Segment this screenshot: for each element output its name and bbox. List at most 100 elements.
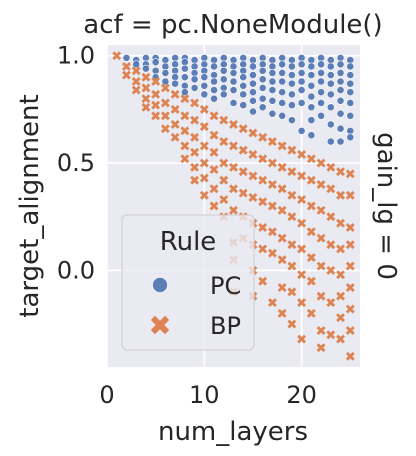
point-bp (345, 326, 355, 335)
point-bp (336, 190, 345, 200)
facet-row-label: gain_lg = 0 (371, 132, 401, 280)
point-bp (287, 190, 297, 200)
point-bp (199, 158, 209, 168)
point-bp (258, 276, 268, 286)
point-pc (171, 53, 180, 62)
point-bp (209, 184, 219, 194)
point-bp (277, 283, 287, 293)
series-pc-points (122, 53, 355, 146)
point-bp (248, 192, 258, 202)
point-bp (297, 171, 307, 181)
series-bp-points (112, 51, 355, 361)
point-bp (199, 104, 209, 114)
point-pc (307, 103, 316, 112)
point-pc (278, 69, 287, 77)
x-tick-label: 0 (99, 381, 114, 409)
point-pc (229, 99, 238, 107)
point-pc (278, 77, 287, 86)
point-bp (209, 147, 219, 157)
point-pc (336, 124, 345, 133)
point-bp (229, 162, 238, 172)
point-bp (306, 253, 316, 262)
point-bp (219, 115, 229, 125)
point-pc (346, 99, 355, 107)
point-bp (326, 162, 336, 172)
point-pc (219, 90, 228, 99)
point-bp (229, 205, 238, 215)
point-pc (278, 111, 287, 120)
point-pc (239, 53, 248, 62)
point-pc (258, 94, 267, 103)
point-bp (345, 223, 355, 232)
y-tick-label: 0.5 (57, 149, 95, 177)
point-pc (346, 62, 355, 71)
point-pc (219, 84, 228, 92)
point-pc (239, 73, 248, 82)
point-bp (277, 184, 287, 194)
point-bp (190, 132, 200, 142)
point-bp (199, 190, 209, 200)
point-pc (219, 75, 228, 84)
point-bp (306, 227, 316, 237)
point-pc (336, 109, 345, 118)
point-pc (287, 56, 296, 64)
point-bp (336, 334, 345, 344)
point-pc (326, 103, 335, 112)
point-pc (161, 77, 170, 86)
point-pc (229, 69, 238, 77)
point-pc (268, 56, 277, 64)
point-pc (258, 53, 267, 62)
point-bp (151, 111, 161, 121)
point-bp (131, 77, 141, 86)
point-pc (229, 62, 238, 71)
point-bp (345, 351, 355, 361)
point-bp (219, 137, 229, 147)
point-bp (336, 167, 345, 177)
point-bp (248, 171, 258, 181)
point-bp (160, 98, 170, 108)
point-pc (249, 96, 257, 105)
point-pc (210, 77, 218, 86)
point-bp (160, 111, 170, 121)
point-bp (151, 100, 161, 110)
point-bp (170, 89, 180, 99)
point-bp (209, 165, 219, 174)
point-pc (268, 96, 277, 105)
point-pc (297, 99, 306, 107)
point-bp (297, 218, 307, 228)
point-bp (336, 291, 345, 301)
point-pc (287, 71, 296, 79)
point-bp (258, 197, 268, 207)
point-bp (306, 154, 316, 164)
point-bp (258, 154, 268, 164)
point-pc (317, 77, 325, 86)
point-pc (210, 71, 218, 79)
point-pc (326, 79, 335, 88)
point-pc (229, 77, 238, 86)
legend-title: Rule (160, 227, 217, 257)
point-bp (229, 119, 238, 129)
point-bp (209, 111, 219, 121)
point-bp (345, 304, 355, 314)
point-pc (122, 53, 131, 62)
point-bp (277, 308, 287, 318)
legend-items: PC BP (150, 272, 241, 340)
point-pc (249, 79, 257, 88)
point-pc (317, 69, 325, 77)
point-pc (190, 84, 199, 92)
point-bp (219, 195, 229, 204)
point-pc (297, 60, 306, 69)
point-pc (317, 88, 325, 97)
point-bp (190, 147, 200, 157)
y-tick-label: 0.0 (57, 256, 95, 284)
point-bp (190, 162, 200, 172)
point-bp (170, 119, 180, 129)
point-bp (258, 223, 268, 232)
point-pc (200, 73, 209, 82)
point-bp (326, 265, 336, 275)
point-pc (239, 60, 248, 69)
point-pc (287, 90, 296, 99)
point-pc (239, 81, 248, 90)
point-bp (238, 167, 248, 177)
